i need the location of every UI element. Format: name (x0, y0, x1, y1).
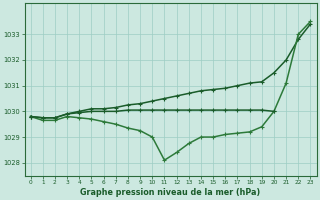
X-axis label: Graphe pression niveau de la mer (hPa): Graphe pression niveau de la mer (hPa) (80, 188, 261, 197)
